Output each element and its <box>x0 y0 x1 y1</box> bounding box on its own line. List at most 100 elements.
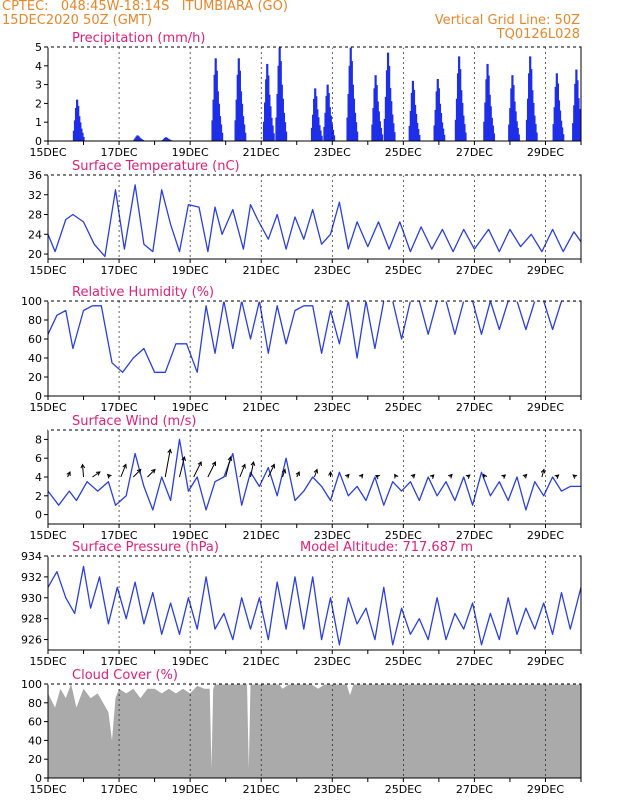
wind-arrow <box>250 460 256 478</box>
wind-arrow-shaft <box>120 464 127 478</box>
wind-arrow-head <box>313 468 319 474</box>
temperature-xtick-label: 23DEC <box>314 264 351 277</box>
wind-arrow <box>80 463 86 478</box>
temperature-ytick-label: 24 <box>28 228 42 241</box>
wind-arrow-head <box>465 474 471 479</box>
humidity-xtick-label: 17DEC <box>101 401 138 414</box>
temperature-xtick-label: 29DEC <box>527 264 564 277</box>
precipitation-ytick-label: 1 <box>35 116 42 129</box>
wind-arrow-head <box>375 474 380 480</box>
wind-arrow <box>465 474 471 479</box>
precipitation-ytick-label: 2 <box>35 97 42 110</box>
humidity-ytick-label: 80 <box>28 314 42 327</box>
temperature-title: Surface Temperature (nC) <box>72 159 240 174</box>
wind-arrow-head <box>410 473 416 479</box>
precipitation-xtick-label: 25DEC <box>385 146 422 159</box>
wind-arrow-head <box>80 463 86 469</box>
wind-xtick-label: 25DEC <box>385 529 422 542</box>
wind-arrow-head <box>572 474 578 479</box>
wind-arrow-shaft <box>314 469 318 478</box>
precip-bar <box>332 135 336 141</box>
wind-xtick-label: 21DEC <box>243 529 280 542</box>
wind-arrow <box>164 448 172 478</box>
humidity-xtick-label: 29DEC <box>527 401 564 414</box>
wind-arrow-head <box>328 470 333 476</box>
precip-bar <box>380 134 384 141</box>
humidity-panel: Relative Humidity (%) 0 20 40 60 80 100 15DEC 17… <box>21 285 582 414</box>
wind-arrow-shaft <box>147 469 156 478</box>
humidity-ytick-label: 0 <box>35 390 42 403</box>
header-grid-line: Vertical Grid Line: 50Z <box>434 13 580 28</box>
wind-arrow-head <box>211 461 217 467</box>
pressure-xtick-label: 23DEC <box>314 655 351 668</box>
pressure-ytick-label: 932 <box>21 571 42 584</box>
precipitation-xtick-label: 15DEC <box>29 146 66 159</box>
humidity-xtick-label: 19DEC <box>172 401 209 414</box>
header-location: CPTEC: 048:45W-18:14S ITUMBIARA (GO) <box>2 0 288 14</box>
temperature-ytick-label: 36 <box>28 169 42 182</box>
wind-arrow-head <box>345 473 350 479</box>
wind-arrow-shaft <box>92 471 101 478</box>
pressure-xtick-label: 19DEC <box>172 655 209 668</box>
wind-arrow <box>410 473 416 479</box>
wind-arrow-head <box>540 468 546 474</box>
precipitation-xtick-label: 29DEC <box>527 146 564 159</box>
wind-arrow <box>554 474 560 479</box>
wind-arrow-shaft <box>225 456 232 478</box>
wind-arrow <box>358 473 364 479</box>
pressure-xtick-label: 15DEC <box>29 655 66 668</box>
precip-bar <box>491 125 494 141</box>
pressure-panel: Surface Pressure (hPa) Model Altitude: 71… <box>21 540 582 668</box>
pressure-ytick-label: 930 <box>21 592 42 605</box>
cloud-cover-ytick-label: 0 <box>35 772 42 785</box>
wind-xtick-label: 29DEC <box>527 529 564 542</box>
precip-bar <box>221 132 224 141</box>
wind-arrow <box>66 471 71 478</box>
precip-bar <box>284 131 288 141</box>
precipitation-xtick-label: 27DEC <box>456 146 493 159</box>
pressure-xtick-label: 17DEC <box>101 655 138 668</box>
cloud-cover-title: Cloud Cover (%) <box>72 668 178 683</box>
wind-arrow-head <box>227 455 233 461</box>
wind-arrow-head <box>66 471 71 477</box>
wind-arrow-shaft <box>541 469 545 478</box>
precipitation-ytick-label: 4 <box>35 60 42 73</box>
wind-arrow-shaft <box>250 461 255 478</box>
wind-arrow <box>178 455 186 478</box>
precip-bar <box>443 134 446 141</box>
wind-arrow <box>106 473 112 479</box>
pressure-xtick-label: 27DEC <box>456 655 493 668</box>
cloud-cover-xtick-label: 25DEC <box>385 783 422 796</box>
cloud-cover-area <box>48 684 581 778</box>
temperature-xtick-label: 15DEC <box>29 264 66 277</box>
pressure-annotation: Model Altitude: 717.687 m <box>300 540 473 555</box>
wind-arrow <box>345 473 350 479</box>
wind-arrow-shaft <box>239 464 246 478</box>
wind-arrow <box>313 468 319 478</box>
wind-ytick-label: 4 <box>35 471 42 484</box>
temperature-line <box>48 184 581 258</box>
wind-arrow-shaft <box>178 456 185 478</box>
wind-arrow <box>394 473 399 479</box>
pressure-line <box>48 565 581 646</box>
wind-arrow-head <box>483 473 488 479</box>
precipitation-xtick-label: 21DEC <box>243 146 280 159</box>
wind-arrow <box>540 468 546 478</box>
wind-arrow <box>501 474 507 479</box>
precipitation-ytick-label: 5 <box>35 41 42 54</box>
wind-arrow-shaft <box>267 464 275 478</box>
precipitation-xtick-label: 19DEC <box>172 146 209 159</box>
cloud-cover-ytick-label: 80 <box>28 697 42 710</box>
wind-arrow-head <box>501 474 507 479</box>
temperature-ytick-label: 20 <box>28 248 42 261</box>
humidity-xtick-label: 23DEC <box>314 401 351 414</box>
wind-arrow-head <box>270 463 276 469</box>
wind-arrow-head <box>429 474 435 479</box>
precip-bar <box>418 134 421 141</box>
wind-arrow-shaft <box>282 469 286 478</box>
wind-xtick-label: 23DEC <box>314 529 351 542</box>
wind-arrow-head <box>167 448 172 454</box>
humidity-xtick-label: 21DEC <box>243 401 280 414</box>
temperature-panel: Surface Temperature (nC) 20 24 28 32 36 15DEC 1… <box>28 159 582 277</box>
